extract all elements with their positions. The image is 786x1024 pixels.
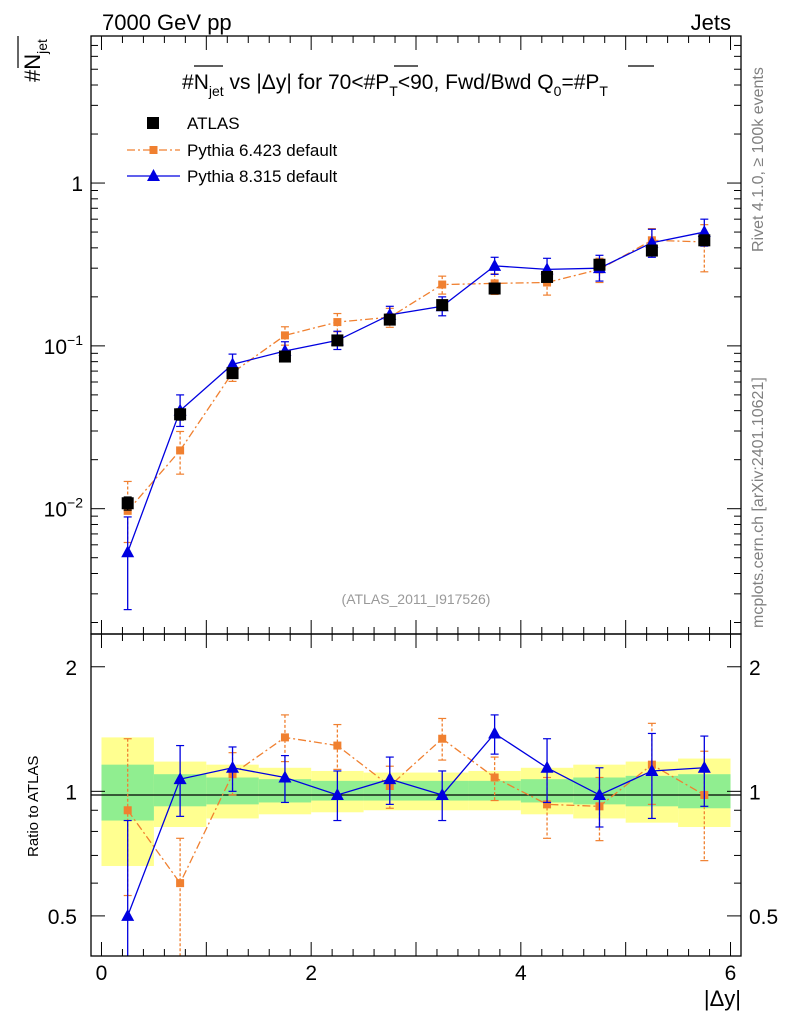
pythia8-point bbox=[121, 545, 135, 558]
ratio-pythia8-line bbox=[127, 732, 705, 917]
bottom-y-tick-label: 2 bbox=[65, 657, 77, 680]
ratio-pythia8-point bbox=[173, 772, 187, 785]
atlas-point bbox=[278, 350, 291, 363]
pythia8-point bbox=[226, 357, 240, 370]
atlas-point bbox=[645, 244, 658, 257]
top-ylabel-sub: jet bbox=[34, 39, 50, 55]
ratio-pythia6-point bbox=[123, 806, 132, 815]
top-ylabel: #Njet bbox=[20, 39, 50, 82]
top-tick-labels: 10−2 10−1 1 bbox=[44, 173, 84, 522]
x-axis-label: |Δy| bbox=[704, 986, 741, 1011]
ratio-pythia6-point bbox=[438, 734, 447, 743]
pythia6-point bbox=[123, 506, 132, 515]
ratio-pythia8-point bbox=[330, 787, 344, 800]
ratio-pythia8-point bbox=[226, 760, 240, 773]
pythia8-point bbox=[697, 225, 711, 238]
ratio-pythia8-point bbox=[697, 760, 711, 773]
atlas-point bbox=[121, 497, 134, 510]
top-axis-ticks bbox=[91, 35, 741, 634]
ratio-pythia8-point bbox=[383, 772, 397, 785]
header-right: Jets bbox=[691, 10, 731, 35]
ratio-pythia6-point bbox=[543, 800, 552, 809]
atlas-point bbox=[226, 367, 239, 380]
ratio-pythia8-point bbox=[121, 908, 135, 921]
ratio-pythia8-point bbox=[540, 760, 554, 773]
pythia6-point bbox=[176, 446, 185, 455]
top-ylabel-main: #N bbox=[20, 54, 45, 82]
ratio-pythia6-point bbox=[333, 741, 342, 750]
atlas-point bbox=[174, 408, 187, 421]
ratio-pythia8-point bbox=[278, 770, 292, 783]
ratio-pythia8-point bbox=[435, 787, 449, 800]
bottom-tick-labels: 0.5 0.5 1 1 2 2 0 2 4 6 bbox=[48, 657, 778, 985]
rivet-label: Rivet 4.1.0, ≥ 100k events bbox=[750, 67, 767, 252]
pythia6-line bbox=[127, 239, 705, 512]
x-tick-label: 6 bbox=[725, 962, 737, 985]
ratio-pythia6-point bbox=[490, 773, 499, 782]
atlas-point bbox=[436, 299, 449, 312]
atlas-point bbox=[331, 334, 344, 347]
ratio-pythia8-point bbox=[645, 763, 659, 776]
bottom-y-tick-label-right: 2 bbox=[749, 657, 761, 680]
ratio-pythia6-point bbox=[280, 733, 289, 742]
pythia6-point bbox=[333, 318, 342, 327]
ratio-pythia6-line bbox=[127, 736, 705, 885]
top-y-tick-label: 10−2 bbox=[44, 495, 84, 522]
bottom-y-tick-label: 0.5 bbox=[48, 906, 77, 929]
bottom-series bbox=[121, 714, 711, 956]
x-tick-label: 4 bbox=[515, 962, 527, 985]
header-left: 7000 GeV pp bbox=[102, 10, 232, 35]
top-series bbox=[121, 218, 711, 611]
plot-title: #Njet vs |Δy| for 70<#PT<90, Fwd/Bwd Q0=… bbox=[182, 71, 608, 99]
ratio-pythia6-point bbox=[176, 879, 185, 888]
title-part-d: =#P bbox=[561, 71, 599, 94]
title-sub-d: T bbox=[599, 83, 608, 99]
band-inner-bin bbox=[468, 780, 521, 801]
pythia6-point bbox=[438, 280, 447, 289]
bottom-y-tick-label: 1 bbox=[65, 781, 77, 804]
title-sub-c: 0 bbox=[554, 83, 562, 99]
title-sub-b: T bbox=[389, 83, 398, 99]
title-part-c: <90, Fwd/Bwd Q bbox=[398, 71, 554, 94]
bottom-y-tick-label-right: 0.5 bbox=[749, 906, 778, 929]
atlas-point bbox=[383, 313, 396, 326]
top-y-tick-label: 1 bbox=[71, 173, 83, 196]
ratio-pythia8-point bbox=[592, 787, 606, 800]
mcplots-label: mcplots.cern.ch [arXiv:2401.10621] bbox=[750, 377, 767, 628]
pythia6-point bbox=[280, 331, 289, 340]
legend-pythia6-label: Pythia 6.423 default bbox=[187, 141, 338, 160]
pythia8-point bbox=[488, 258, 502, 271]
top-y-tick-label: 10−1 bbox=[44, 332, 84, 359]
ratio-pythia8-point bbox=[488, 726, 502, 739]
title-part-b: vs |Δy| for 70<#P bbox=[224, 71, 390, 94]
legend: ATLAS Pythia 6.423 default Pythia 8.315 … bbox=[127, 114, 338, 186]
bottom-ylabel: Ratio to ATLAS bbox=[25, 756, 42, 857]
bottom-y-tick-label-right: 1 bbox=[749, 781, 761, 804]
atlas-point bbox=[541, 270, 554, 283]
atlas-point bbox=[698, 234, 711, 247]
atlas-point bbox=[488, 282, 501, 295]
legend-atlas-label: ATLAS bbox=[187, 114, 240, 133]
pythia8-line bbox=[127, 231, 705, 553]
x-tick-label: 0 bbox=[96, 962, 108, 985]
x-tick-label: 2 bbox=[305, 962, 317, 985]
title-part-a: #N bbox=[182, 71, 209, 94]
legend-atlas-marker bbox=[147, 117, 159, 129]
bottom-panel-frame bbox=[90, 633, 742, 957]
title-sub-a: jet bbox=[208, 83, 224, 99]
legend-pythia8-marker bbox=[147, 169, 160, 181]
atlas-point bbox=[593, 258, 606, 271]
watermark: (ATLAS_2011_I917526) bbox=[342, 591, 491, 607]
legend-pythia8-label: Pythia 8.315 default bbox=[187, 167, 338, 186]
uncertainty-bands bbox=[101, 737, 731, 867]
legend-pythia6-marker bbox=[149, 146, 158, 154]
bottom-axis-ticks bbox=[91, 634, 741, 957]
